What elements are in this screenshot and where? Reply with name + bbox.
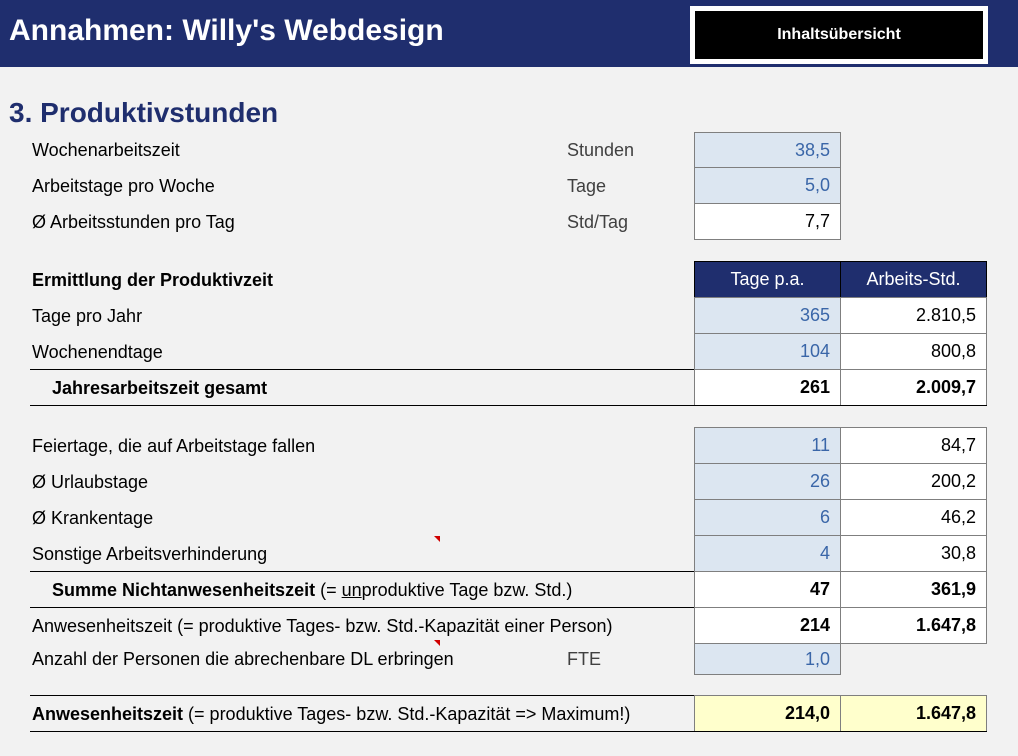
absence-sum-label: Summe Nichtanwesenheitszeit (= unprodukt… [52, 572, 572, 608]
holidays-hours[interactable]: 84,7 [840, 427, 987, 464]
col-hours-header: Arbeits-Std. [840, 261, 987, 298]
absence-sum-days[interactable]: 47 [694, 571, 841, 608]
divider [30, 731, 987, 732]
workdays-per-week-label: Arbeitstage pro Woche [32, 176, 215, 196]
persons-input[interactable]: 1,0 [694, 643, 841, 675]
other-absence-input[interactable]: 4 [694, 535, 841, 572]
result-days[interactable]: 214,0 [694, 695, 841, 732]
annual-total-days[interactable]: 261 [694, 369, 841, 406]
days-per-year-label: Tage pro Jahr [32, 306, 143, 326]
hours-per-day-label: Ø Arbeitsstunden pro Tag [32, 212, 235, 232]
vacation-hours[interactable]: 200,2 [840, 463, 987, 500]
absence-sum-label-post: produktive Tage bzw. Std.) [361, 580, 573, 600]
result-label: Anwesenheitszeit (= produktive Tages- bz… [32, 696, 630, 732]
persons-label: Anzahl der Personen die abrechenbare DL … [32, 649, 454, 669]
divider [30, 695, 987, 696]
weekly-hours-label: Wochenarbeitszeit [32, 140, 180, 160]
weekend-days-hours[interactable]: 800,8 [840, 333, 987, 370]
weekly-hours-input[interactable]: 38,5 [694, 132, 841, 168]
annual-total-label: Jahresarbeitszeit gesamt [52, 378, 268, 398]
col-days-header: Tage p.a. [694, 261, 841, 298]
workdays-per-week-unit: Tage [567, 176, 607, 196]
hours-per-day-value[interactable]: 7,7 [694, 203, 841, 240]
divider [30, 405, 987, 406]
result-label-rest: (= produktive Tages- bzw. Std.-Kapazität… [183, 704, 631, 724]
toc-button-label[interactable]: Inhaltsübersicht [695, 11, 983, 59]
absence-sum-label-bold: Summe Nichtanwesenheitszeit [52, 580, 316, 600]
result-hours[interactable]: 1.647,8 [840, 695, 987, 732]
divider [30, 571, 987, 572]
other-absence-label: Sonstige Arbeitsverhinderung [32, 544, 268, 564]
absence-sum-label-pre: (= [320, 580, 342, 600]
absence-sum-label-underline: un [341, 580, 362, 600]
workdays-per-week-input[interactable]: 5,0 [694, 167, 841, 204]
weekend-days-input[interactable]: 104 [694, 333, 841, 370]
page-title: Annahmen: Willy's Webdesign [9, 14, 444, 47]
presence-days[interactable]: 214 [694, 607, 841, 644]
divider [30, 607, 987, 608]
weekend-days-label: Wochenendtage [32, 342, 163, 362]
weekly-hours-unit: Stunden [567, 140, 635, 160]
section-title: 3. Produktivstunden [9, 97, 279, 128]
sick-days-label: Ø Krankentage [32, 508, 154, 528]
days-per-year-input[interactable]: 365 [694, 297, 841, 334]
header-bar: Annahmen: Willy's Webdesign Inhaltsübers… [0, 0, 1018, 67]
sick-days-hours[interactable]: 46,2 [840, 499, 987, 536]
divider [30, 369, 987, 370]
hours-per-day-unit: Std/Tag [567, 212, 629, 232]
annual-total-hours[interactable]: 2.009,7 [840, 369, 987, 406]
comment-marker-icon[interactable] [434, 640, 440, 646]
comment-marker-icon[interactable] [434, 536, 440, 542]
holidays-input[interactable]: 11 [694, 427, 841, 464]
vacation-label: Ø Urlaubstage [32, 472, 149, 492]
other-absence-hours[interactable]: 30,8 [840, 535, 987, 572]
toc-button[interactable]: Inhaltsübersicht [690, 6, 988, 64]
persons-unit: FTE [567, 649, 601, 669]
presence-hours[interactable]: 1.647,8 [840, 607, 987, 644]
days-per-year-hours[interactable]: 2.810,5 [840, 297, 987, 334]
holidays-label: Feiertage, die auf Arbeitstage fallen [32, 436, 316, 456]
presence-label: Anwesenheitszeit (= produktive Tages- bz… [32, 616, 613, 636]
vacation-input[interactable]: 26 [694, 463, 841, 500]
productive-heading: Ermittlung der Produktivzeit [32, 270, 274, 290]
result-label-bold: Anwesenheitszeit [32, 704, 184, 724]
sick-days-input[interactable]: 6 [694, 499, 841, 536]
absence-sum-hours[interactable]: 361,9 [840, 571, 987, 608]
